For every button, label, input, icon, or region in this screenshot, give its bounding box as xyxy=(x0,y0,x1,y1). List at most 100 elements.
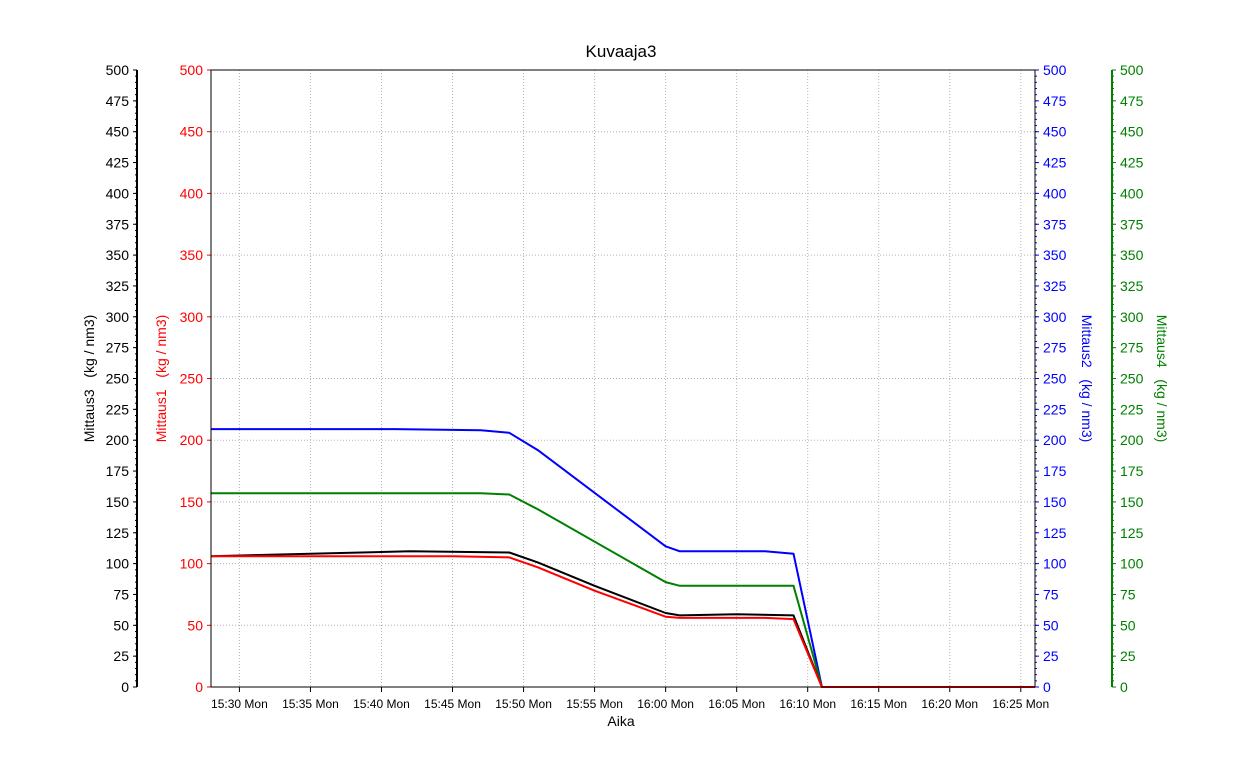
y-axis-mittaus4: 0 25 50 75 100 125 150 175 200 225 250 275 300 325 350… xyxy=(1111,62,1170,695)
y-tick-label: 475 xyxy=(1043,93,1067,109)
y-axis-mittaus2: 0 25 50 75 100 125 150 175 200 225 250 275 300 325 350… xyxy=(1034,62,1095,695)
x-tick-label: 16:05 Mon xyxy=(708,697,765,711)
y-axis-label-mittaus3: Mittaus3 (kg / nm3) xyxy=(81,315,97,443)
y-axis-label-mittaus1: Mittaus1 (kg / nm3) xyxy=(153,315,169,443)
y-tick-label: 500 xyxy=(106,62,130,78)
y-tick-label: 300 xyxy=(1043,309,1067,325)
y-tick-label: 225 xyxy=(1120,401,1144,417)
x-tick-label: 15:40 Mon xyxy=(353,697,410,711)
series-line-mittaus3 xyxy=(210,550,1035,688)
x-tick-label: 15:45 Mon xyxy=(424,697,481,711)
y-tick-label: 500 xyxy=(1120,62,1144,78)
y-tick-label: 425 xyxy=(1043,155,1067,171)
y-tick-label: 250 xyxy=(1043,371,1067,387)
y-tick-label: 425 xyxy=(1120,155,1144,171)
y-tick-label: 100 xyxy=(1120,556,1144,572)
y-tick-label: 300 xyxy=(1120,309,1144,325)
x-tick-label: 16:10 Mon xyxy=(779,697,836,711)
y-tick-label: 225 xyxy=(1043,401,1067,417)
y-tick-label: 250 xyxy=(106,371,130,387)
y-tick-label: 75 xyxy=(113,586,129,602)
y-tick-label: 275 xyxy=(1120,340,1144,356)
y-tick-label: 200 xyxy=(106,432,130,448)
y-tick-label: 150 xyxy=(1043,494,1067,510)
y-tick-label: 50 xyxy=(187,617,203,633)
y-tick-label: 0 xyxy=(195,679,203,695)
y-tick-label: 75 xyxy=(1120,586,1136,602)
y-tick-label: 100 xyxy=(180,556,204,572)
y-tick-label: 50 xyxy=(1120,617,1136,633)
y-tick-label: 325 xyxy=(1043,278,1067,294)
y-tick-label: 200 xyxy=(1043,432,1067,448)
y-tick-label: 75 xyxy=(1043,586,1059,602)
y-tick-label: 25 xyxy=(113,648,129,664)
y-tick-label: 375 xyxy=(1043,216,1067,232)
y-tick-label: 450 xyxy=(1120,124,1144,140)
series-lines xyxy=(210,428,1035,688)
y-tick-label: 350 xyxy=(1120,247,1144,263)
y-tick-label: 175 xyxy=(1120,463,1144,479)
y-tick-label: 100 xyxy=(1043,556,1067,572)
y-tick-label: 500 xyxy=(1043,62,1067,78)
y-tick-label: 425 xyxy=(106,155,130,171)
y-tick-label: 500 xyxy=(180,62,204,78)
y-tick-label: 150 xyxy=(1120,494,1144,510)
y-tick-label: 300 xyxy=(106,309,130,325)
series-line-mittaus4 xyxy=(211,492,1035,688)
y-tick-label: 225 xyxy=(106,401,130,417)
y-tick-label: 400 xyxy=(106,185,130,201)
y-tick-label: 450 xyxy=(106,124,130,140)
grid xyxy=(211,69,1035,688)
y-axis-mittaus1: 0 50 100 150 200 250 300 350 400 450 500 Mittaus1 (… xyxy=(153,62,212,695)
y-tick-label: 175 xyxy=(106,463,130,479)
y-tick-label: 50 xyxy=(1043,617,1059,633)
y-tick-label: 0 xyxy=(121,679,129,695)
y-tick-label: 200 xyxy=(180,432,204,448)
y-axis-mittaus3: 0 25 50 75 100 125 150 175 200 225 250 275 300 325 350… xyxy=(81,62,138,695)
y-tick-label: 175 xyxy=(1043,463,1067,479)
y-tick-label: 125 xyxy=(1043,525,1067,541)
y-tick-label: 350 xyxy=(106,247,130,263)
x-tick-label: 15:50 Mon xyxy=(495,697,552,711)
y-tick-label: 350 xyxy=(180,247,204,263)
x-tick-label: 15:35 Mon xyxy=(282,697,339,711)
y-tick-label: 200 xyxy=(1120,432,1144,448)
axes: 15:30 Mon 15:35 Mon 15:40 Mon 15:45 Mon 15:5… xyxy=(81,62,1170,711)
y-tick-label: 150 xyxy=(180,494,204,510)
y-axis-label-mittaus4: Mittaus4 (kg / nm3) xyxy=(1154,315,1170,443)
y-tick-label: 375 xyxy=(1120,216,1144,232)
x-tick-label: 16:20 Mon xyxy=(921,697,978,711)
y-tick-label: 325 xyxy=(1120,278,1144,294)
y-tick-label: 375 xyxy=(106,216,130,232)
y-tick-label: 0 xyxy=(1043,679,1051,695)
y-tick-label: 50 xyxy=(113,617,129,633)
y-tick-label: 325 xyxy=(106,278,130,294)
y-tick-label: 400 xyxy=(1043,185,1067,201)
y-tick-label: 450 xyxy=(1043,124,1067,140)
y-tick-label: 250 xyxy=(1120,371,1144,387)
x-axis-label: Aika xyxy=(607,713,634,729)
y-tick-label: 300 xyxy=(180,309,204,325)
plot-frame xyxy=(210,69,1036,688)
x-tick-label: 16:25 Mon xyxy=(992,697,1049,711)
series-line-mittaus2 xyxy=(211,428,1035,688)
y-tick-label: 25 xyxy=(1120,648,1136,664)
y-tick-label: 400 xyxy=(180,185,204,201)
y-tick-label: 275 xyxy=(1043,340,1067,356)
chart-title: Kuvaaja3 xyxy=(586,42,657,61)
y-tick-label: 475 xyxy=(106,93,130,109)
x-tick-label: 16:00 Mon xyxy=(637,697,694,711)
y-tick-label: 25 xyxy=(1043,648,1059,664)
x-tick-label: 15:30 Mon xyxy=(211,697,268,711)
y-tick-label: 250 xyxy=(180,371,204,387)
y-tick-label: 475 xyxy=(1120,93,1144,109)
y-tick-label: 150 xyxy=(106,494,130,510)
y-tick-label: 400 xyxy=(1120,185,1144,201)
y-tick-label: 100 xyxy=(106,556,130,572)
y-tick-label: 125 xyxy=(106,525,130,541)
y-tick-label: 350 xyxy=(1043,247,1067,263)
x-tick-label: 15:55 Mon xyxy=(566,697,623,711)
y-tick-label: 450 xyxy=(180,124,204,140)
